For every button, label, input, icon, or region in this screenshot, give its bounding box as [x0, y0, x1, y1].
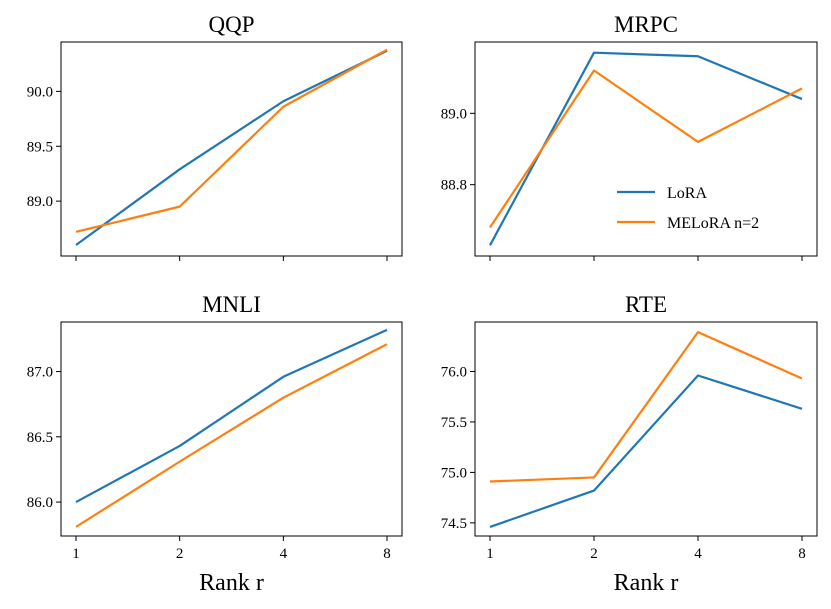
chart-title: MNLI: [202, 292, 261, 317]
legend: LoRA MELoRA n=2: [617, 185, 759, 232]
y-tick-label: 90.0: [27, 84, 53, 100]
series-line-melora-n-2: [489, 330, 803, 483]
y-tick-label: 89.0: [441, 106, 467, 122]
chart-title: QQP: [208, 12, 254, 37]
series-line-lora: [75, 49, 388, 246]
series-line-melora-n-2: [489, 69, 803, 229]
y-tick-label: 75.5: [441, 415, 467, 431]
legend-label-melora-n-2: MELoRA n=2: [667, 215, 759, 232]
y-tick-label: 89.0: [27, 194, 53, 210]
y-tick-label: 76.0: [441, 364, 467, 380]
series-line-melora-n-2: [75, 343, 388, 528]
legend-label-lora: LoRA: [667, 185, 707, 202]
y-tick-label: 86.5: [27, 430, 53, 446]
x-tick-label: 4: [694, 546, 702, 562]
x-tick-label: 2: [590, 546, 598, 562]
y-tick-label: 75.0: [441, 465, 467, 481]
series-line-lora: [75, 328, 388, 504]
x-axis-label: Rank r: [199, 570, 264, 596]
x-tick-label: 8: [798, 546, 806, 562]
x-tick-label: 4: [280, 546, 288, 562]
axes-frame: [474, 321, 818, 537]
axes-frame: [474, 41, 818, 257]
y-tick-label: 74.5: [441, 516, 467, 532]
y-tick-label: 87.0: [27, 365, 53, 381]
x-tick-label: 1: [486, 546, 494, 562]
x-tick-label: 1: [72, 546, 80, 562]
x-tick-label: 2: [176, 546, 184, 562]
series-line-lora: [489, 374, 803, 528]
chart-title: RTE: [625, 292, 667, 317]
chart-panel-rte: RTE 74.5 75.0 75.5 76.0 1 2 4 8 Rank r: [441, 292, 818, 596]
x-tick-label: 8: [383, 546, 391, 562]
y-tick-label: 86.0: [27, 495, 53, 511]
y-tick-label: 88.8: [441, 178, 467, 194]
y-tick-label: 89.5: [27, 139, 53, 155]
axes-frame: [60, 41, 403, 257]
x-axis-label: Rank r: [614, 570, 679, 596]
chart-panel-qqp: QQP 89.0 89.5 90.0: [27, 12, 403, 261]
chart-title: MRPC: [614, 12, 678, 37]
chart-panel-mnli: MNLI 86.0 86.5 87.0 1 2 4 8 Rank r: [27, 292, 403, 596]
chart-panel-mrpc: MRPC 88.8 89.0 LoRA MELoRA n=2: [441, 12, 818, 261]
axes-frame: [60, 321, 403, 537]
series-line-melora-n-2: [75, 48, 388, 233]
